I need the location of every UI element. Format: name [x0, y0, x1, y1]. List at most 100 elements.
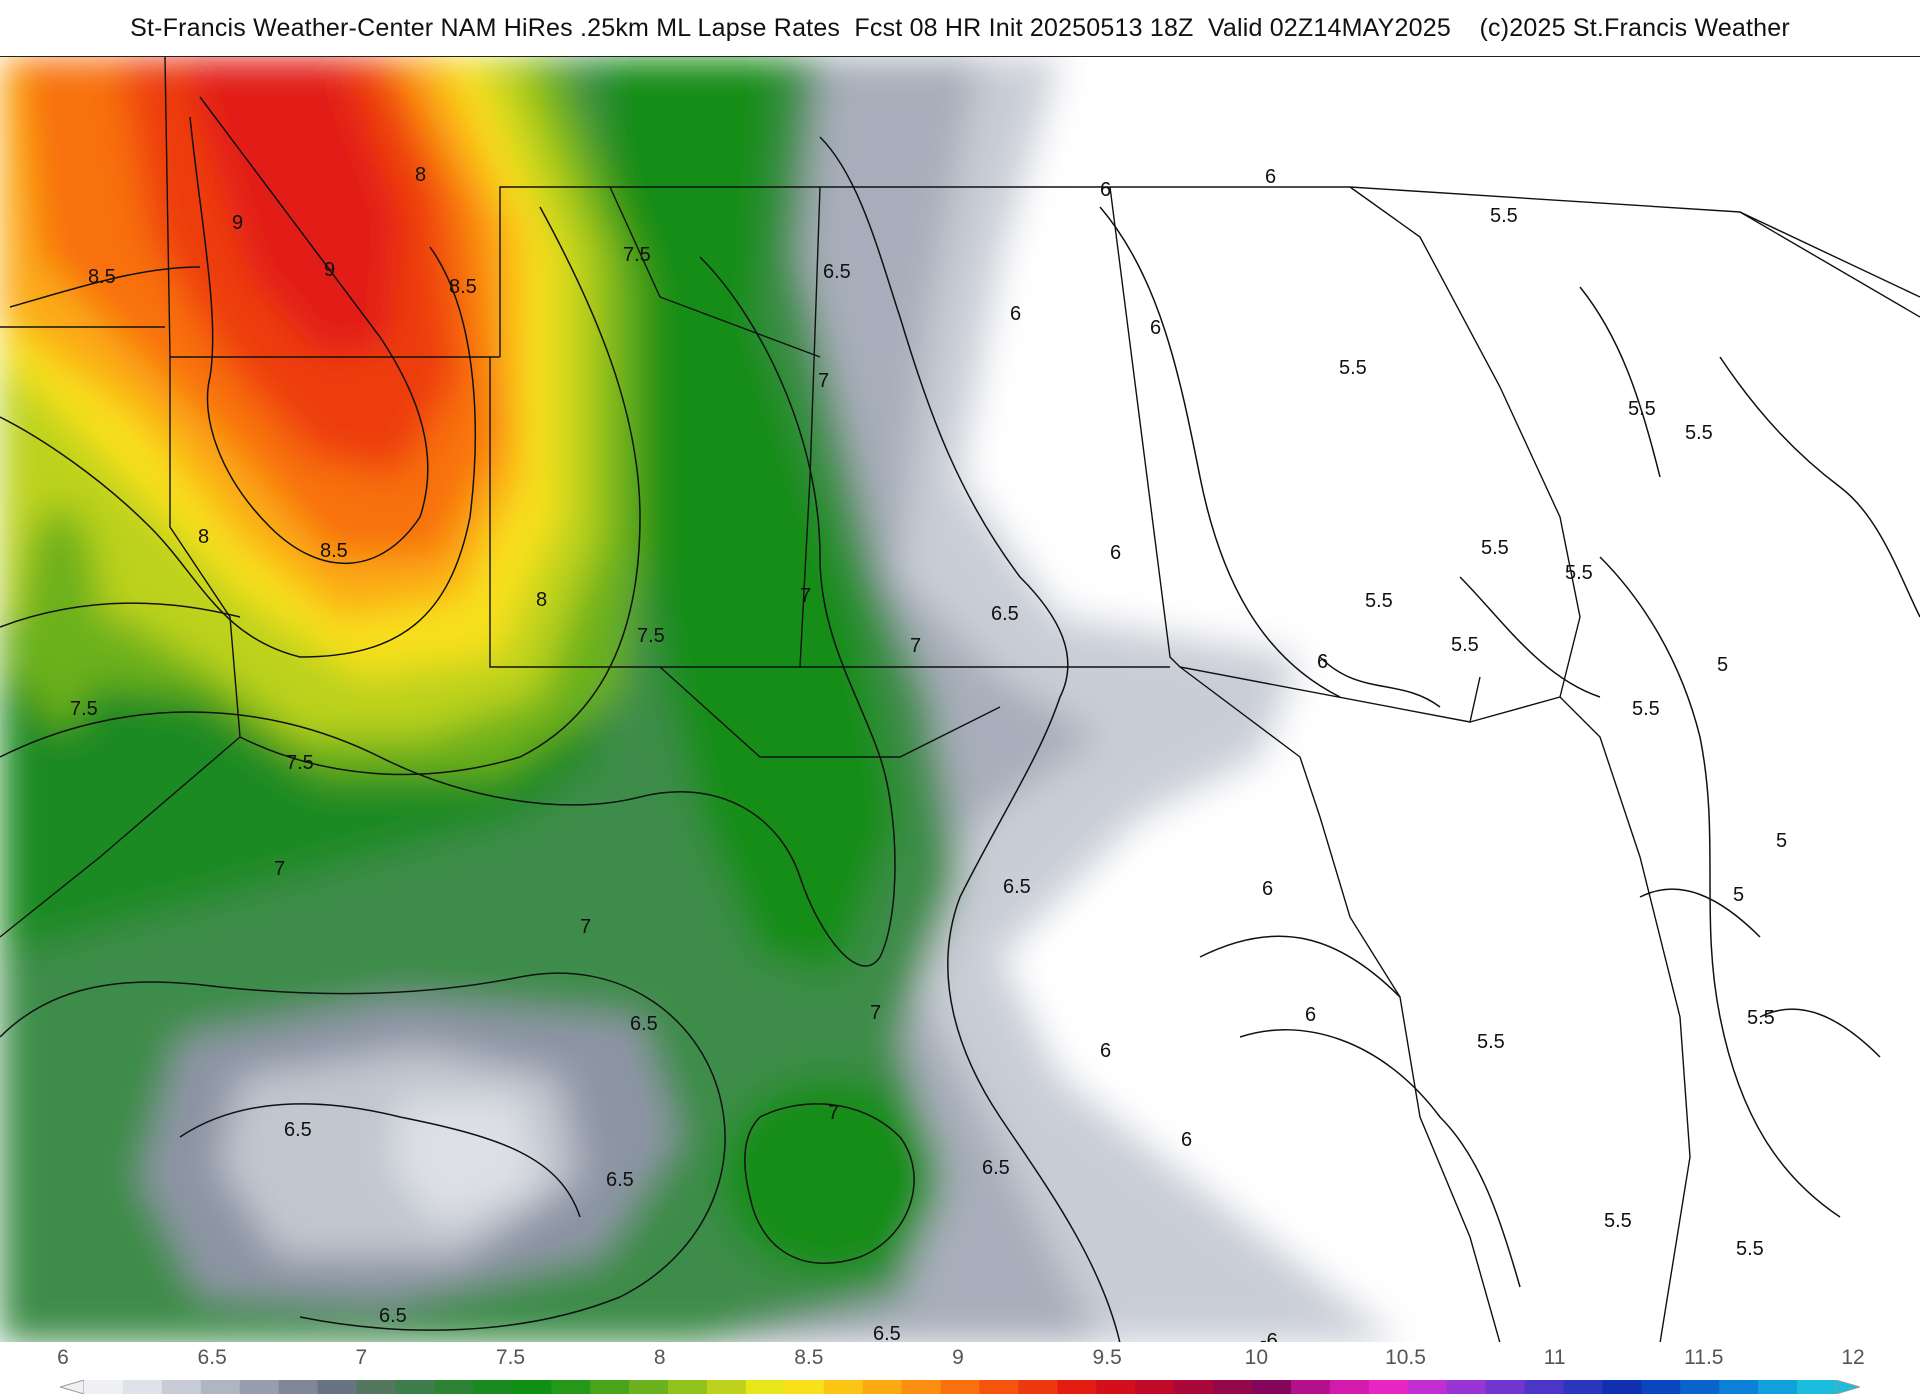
contour-label: 7	[828, 1102, 839, 1124]
colorbar-arrow-high	[1835, 1380, 1860, 1394]
contour-label: 5	[1733, 884, 1744, 906]
contour-label: 7	[818, 370, 829, 392]
contour-label: 7	[910, 635, 921, 657]
colorbar-swatch	[161, 1380, 202, 1394]
contour-label: 5.5	[1632, 698, 1660, 720]
contour-label: 6.5	[630, 1013, 658, 1035]
contour-label: 5	[1717, 654, 1728, 676]
contour-label: 6.5	[873, 1323, 901, 1343]
colorbar-swatch	[979, 1380, 1019, 1394]
contour-label: 5.5	[1736, 1238, 1764, 1260]
lapse-rate-map: 9 9 8.5 8.5 8.5 8 8 8 7.5 7.5 7.5 7.5 7 …	[0, 56, 1920, 1344]
contour-label: 5.5	[1365, 590, 1393, 612]
contour-label: 9	[324, 259, 335, 281]
contour-lines	[0, 96, 1920, 1343]
colorbar-swatch	[278, 1380, 319, 1394]
map-canvas: 9 9 8.5 8.5 8.5 8 8 8 7.5 7.5 7.5 7.5 7 …	[0, 57, 1920, 1343]
colorbar-swatch	[784, 1380, 825, 1394]
contour-label: 6	[1317, 651, 1328, 673]
colorbar-swatch	[1797, 1380, 1837, 1394]
colorbar-tick-label: 11	[1543, 1346, 1566, 1369]
colorbar-swatch	[629, 1380, 669, 1394]
colorbar-swatch	[1680, 1380, 1720, 1394]
colorbar-swatch	[551, 1380, 591, 1394]
contour-label: 5.5	[1604, 1210, 1632, 1232]
colorbar-strip	[60, 1380, 1860, 1394]
colorbar-swatch	[1758, 1380, 1798, 1394]
contour-label: 6.5	[606, 1169, 634, 1191]
colorbar-swatch	[1602, 1380, 1642, 1394]
colorbar-swatch	[1174, 1380, 1214, 1394]
colorbar-tick-label: 8.5	[794, 1346, 824, 1369]
contour-label: 7.5	[637, 625, 665, 647]
colorbar-tick-label: 6.5	[197, 1346, 227, 1369]
contour-label: 6	[1010, 303, 1021, 325]
colorbar-legend: 6 6.5 7 7.5 8 8.5 9 9.5 10 10.5 11 11.5 12	[0, 1342, 1920, 1400]
colorbar-tick-label: 9	[952, 1346, 964, 1369]
contour-label: 6.5	[991, 603, 1019, 625]
contour-label: 6	[1181, 1129, 1192, 1151]
colorbar-swatch	[1368, 1380, 1409, 1394]
colorbar-swatch	[1485, 1380, 1526, 1394]
contour-label: 6	[1150, 317, 1161, 339]
contour-label: 5.5	[1490, 205, 1518, 227]
contour-label: 7	[800, 585, 811, 607]
contour-label: 8	[536, 589, 547, 611]
colorbar-swatch	[1563, 1380, 1603, 1394]
colorbar-swatch	[1018, 1380, 1058, 1394]
contour-label: 7.5	[623, 244, 651, 266]
contour-label: 6	[1265, 166, 1276, 188]
contour-label: 7.5	[286, 752, 314, 774]
contour-label: 6.5	[823, 261, 851, 283]
state-boundaries	[0, 57, 1920, 1343]
contour-label: 5.5	[1451, 634, 1479, 656]
contour-label: 6	[1305, 1004, 1316, 1026]
colorbar-tick-label: 11.5	[1684, 1346, 1724, 1369]
contour-label: 8.5	[320, 540, 348, 562]
colorbar-tick-label: 7	[355, 1346, 368, 1369]
contour-label: 6.5	[284, 1119, 312, 1141]
colorbar-swatch	[1446, 1380, 1487, 1394]
contour-label: 8	[415, 164, 426, 186]
colorbar-tick-label: 10.5	[1385, 1346, 1426, 1369]
lapse-rate-field	[0, 57, 1920, 1343]
colorbar-swatch	[668, 1380, 708, 1394]
colorbar-swatch	[1096, 1380, 1136, 1394]
contour-label: 7	[274, 858, 285, 880]
colorbar-swatch	[1135, 1380, 1175, 1394]
colorbar-swatch	[512, 1380, 552, 1394]
contour-label: 9	[232, 212, 243, 234]
colorbar-swatch	[590, 1380, 630, 1394]
colorbar-swatch	[356, 1380, 397, 1394]
contour-label: 6	[1100, 179, 1111, 201]
contour-label: 5	[1776, 830, 1787, 852]
contour-label: 8	[198, 526, 209, 548]
contour-label: 7	[870, 1002, 881, 1024]
contour-label: 5.5	[1747, 1007, 1775, 1029]
contour-label: 8.5	[449, 276, 477, 298]
colorbar-swatch	[1407, 1380, 1448, 1394]
contour-label: 5.5	[1339, 357, 1367, 379]
colorbar-tick-label: 10	[1244, 1346, 1269, 1369]
colorbar-swatch	[745, 1380, 786, 1394]
contour-label: 5.5	[1685, 422, 1713, 444]
colorbar-swatch	[1329, 1380, 1370, 1394]
colorbar-swatch	[1252, 1380, 1292, 1394]
colorbar-tick-label: 9.5	[1092, 1346, 1122, 1369]
map-title-bar: St-Francis Weather-Center NAM HiRes .25k…	[0, 0, 1920, 56]
contour-label: 5.5	[1481, 537, 1509, 559]
contour-label: 7	[580, 916, 591, 938]
colorbar-swatch	[1641, 1380, 1681, 1394]
contour-label: 6	[1262, 878, 1273, 900]
colorbar-swatch	[1524, 1380, 1565, 1394]
contour-label: 6.5	[1003, 876, 1031, 898]
contour-label: 5.5	[1477, 1031, 1505, 1053]
contour-label: 6.5	[379, 1305, 407, 1327]
contour-label: 5.5	[1628, 398, 1656, 420]
contour-label: 6.5	[982, 1157, 1010, 1179]
colorbar-swatch	[1057, 1380, 1097, 1394]
contour-label: -6	[1260, 1330, 1278, 1343]
colorbar-swatch	[84, 1380, 124, 1394]
colorbar-tick-label: 6	[57, 1346, 69, 1369]
colorbar-swatch	[940, 1380, 981, 1394]
